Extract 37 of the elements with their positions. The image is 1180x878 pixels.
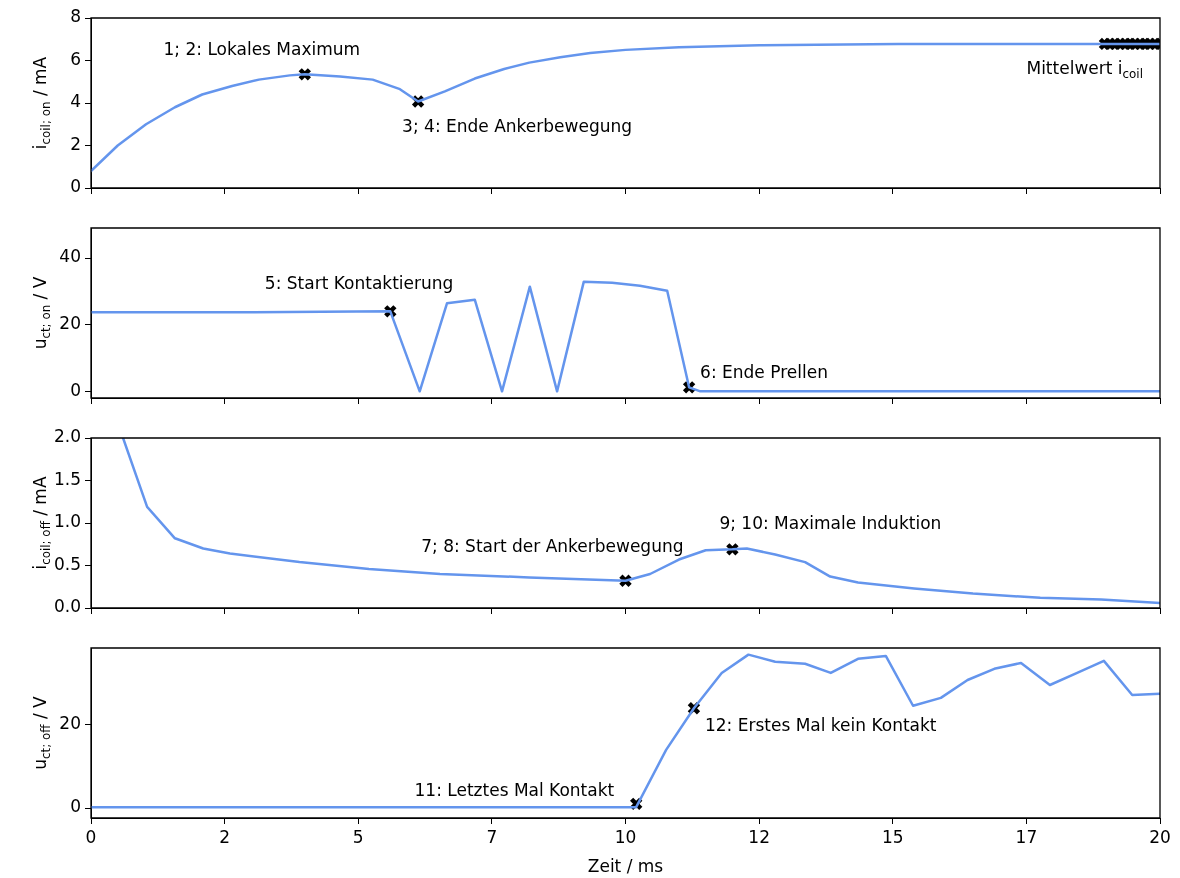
y-tick-label: 20 <box>59 313 81 334</box>
y-tick-label: 1.5 <box>53 468 81 489</box>
x-tick-label: 15 <box>881 826 904 847</box>
annotation: 5: Start Kontaktierung <box>264 272 454 293</box>
x-tick-label: 2 <box>219 826 231 847</box>
annotation: 9; 10: Maximale Induktion <box>719 512 942 533</box>
annotation: 11: Letztes Mal Kontakt <box>414 780 615 801</box>
y-tick-label: 0.5 <box>53 553 81 574</box>
y-tick-label: 20 <box>59 713 81 734</box>
x-tick-label: 10 <box>614 826 637 847</box>
y-axis-title: uct; on / V <box>30 276 54 350</box>
x-tick-label: 7 <box>486 826 498 847</box>
x-tick-label: 17 <box>1015 826 1038 847</box>
y-tick-label: 40 <box>59 246 81 267</box>
y-tick-label: 0 <box>70 796 81 817</box>
y-axis-title: icoil; off / mA <box>30 476 54 570</box>
y-tick-label: 2 <box>70 133 81 154</box>
x-tick-label: 12 <box>748 826 770 847</box>
x-tick-label: 5 <box>352 826 364 847</box>
y-axis-title: icoil; on / mA <box>30 56 54 150</box>
annotation: 6: Ende Prellen <box>700 361 828 382</box>
y-axis-title: uct; off / V <box>30 695 54 770</box>
annotation: 7; 8: Start der Ankerbewegung <box>421 536 684 557</box>
annotation: 1; 2: Lokales Maximum <box>163 38 361 59</box>
y-tick-label: 8 <box>70 6 81 27</box>
x-tick-label: 0 <box>85 826 97 847</box>
x-axis-title: Zeit / ms <box>587 856 664 877</box>
y-tick-label: 0 <box>70 176 81 197</box>
y-tick-label: 4 <box>70 91 81 112</box>
annotation: 3; 4: Ende Ankerbewegung <box>402 115 633 136</box>
y-tick-label: 0.0 <box>53 596 81 617</box>
annotation: 12: Erstes Mal kein Kontakt <box>704 714 937 735</box>
x-tick-label: 20 <box>1149 826 1171 847</box>
y-tick-label: 6 <box>70 48 81 69</box>
y-tick-label: 1.0 <box>53 511 81 532</box>
y-tick-label: 0 <box>70 379 81 400</box>
y-tick-label: 2.0 <box>53 426 81 447</box>
